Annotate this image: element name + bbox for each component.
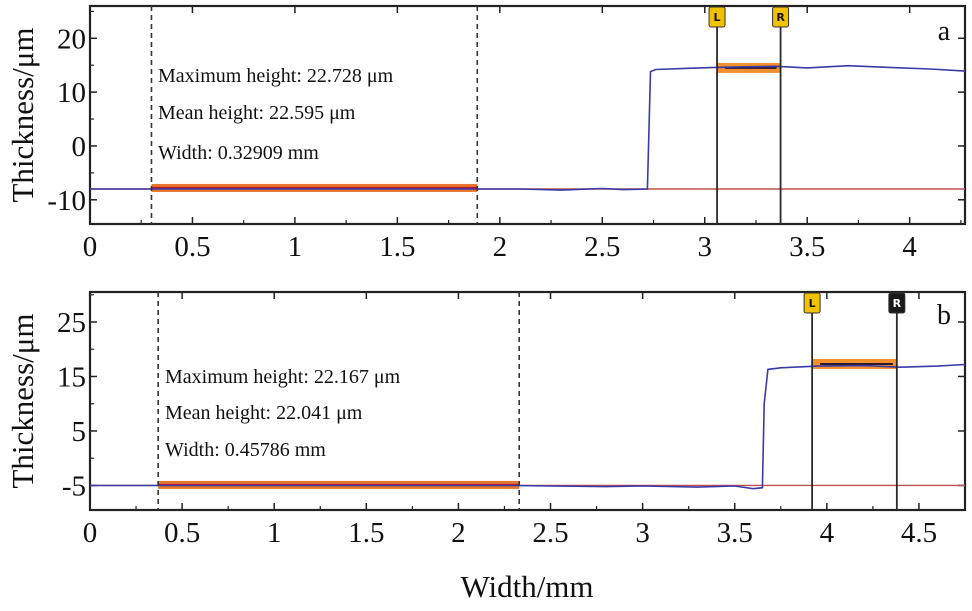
x-tick-label: 3.5	[789, 231, 825, 263]
profile-line	[90, 363, 966, 490]
marker-flag-r	[772, 6, 790, 28]
measurement-annotation: Mean height: 22.041 μm	[165, 402, 363, 424]
x-tick-label: 0.5	[164, 517, 200, 549]
y-tick-label: 20	[57, 23, 86, 55]
x-tick-label: 0	[83, 231, 98, 263]
measurement-annotation: Mean height: 22.595 μm	[158, 102, 356, 124]
marker-flag-r	[888, 292, 906, 314]
x-tick-label: 1.5	[379, 231, 415, 263]
x-tick-label: 1	[267, 517, 282, 549]
marker-label-l: L	[714, 11, 721, 24]
y-tick-label: 0	[72, 131, 87, 163]
x-tick-label: 1	[288, 231, 303, 263]
measurement-annotation: Maximum height: 22.728 μm	[158, 65, 394, 87]
y-axis-title: Thickness/μm	[5, 313, 40, 488]
x-tick-label: 4.5	[901, 517, 937, 549]
x-tick-label: 2	[451, 517, 466, 549]
profile-line	[90, 64, 966, 191]
x-tick-label: 3	[698, 231, 713, 263]
y-axis-title: Thickness/μm	[5, 27, 40, 202]
x-tick-label: 3	[635, 517, 650, 549]
plot-frame	[88, 4, 967, 226]
measurement-annotation: Maximum height: 22.167 μm	[165, 366, 401, 388]
marker-flag-l	[708, 6, 726, 28]
x-tick-label: 4	[902, 231, 917, 263]
x-tick-label: 0	[83, 517, 98, 549]
x-tick-label: 1.5	[348, 517, 384, 549]
plot-frame	[88, 290, 967, 512]
measurement-annotation: Width: 0.45786 mm	[165, 439, 326, 461]
panel-letter: b	[937, 300, 951, 331]
x-tick-label: 4	[820, 517, 835, 549]
marker-label-l: L	[809, 297, 816, 310]
x-axis-title: Width/mm	[460, 569, 593, 604]
x-tick-label: 3.5	[717, 517, 753, 549]
x-tick-label: 0.5	[174, 231, 210, 263]
y-tick-label: 5	[72, 416, 87, 448]
measurement-annotation: Width: 0.32909 mm	[158, 142, 319, 164]
y-tick-label: -5	[62, 470, 86, 502]
y-tick-label: 15	[57, 361, 86, 393]
y-tick-label: 10	[57, 77, 86, 109]
x-tick-label: 2.5	[532, 517, 568, 549]
y-tick-label: 25	[57, 307, 86, 339]
panel-letter: a	[938, 16, 951, 47]
y-tick-label: -10	[47, 185, 86, 217]
x-tick-label: 2.5	[584, 231, 620, 263]
x-tick-label: 2	[493, 231, 508, 263]
marker-label-r: R	[776, 11, 785, 24]
marker-label-r: R	[893, 297, 902, 310]
panel-b: 0 0.5 1 1.5 2 2.5 3 3.5 4 4.5 25 15 5 -5 Thickness/μm b…	[5, 290, 967, 549]
marker-flag-l	[803, 292, 821, 314]
